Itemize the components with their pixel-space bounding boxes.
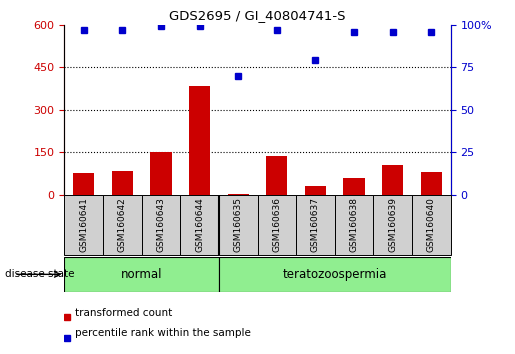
Bar — [150, 152, 171, 195]
Text: GSM160635: GSM160635 — [234, 197, 243, 252]
Text: GSM160637: GSM160637 — [311, 197, 320, 252]
Bar — [112, 171, 133, 195]
Text: GSM160641: GSM160641 — [79, 197, 88, 252]
Text: transformed count: transformed count — [75, 308, 172, 318]
Text: percentile rank within the sample: percentile rank within the sample — [75, 328, 251, 338]
Bar — [421, 172, 442, 195]
Bar — [64, 195, 103, 255]
Bar — [189, 86, 210, 195]
Bar — [296, 195, 335, 255]
Title: GDS2695 / GI_40804741-S: GDS2695 / GI_40804741-S — [169, 9, 346, 22]
Bar — [335, 195, 373, 255]
Text: normal: normal — [121, 268, 162, 281]
Text: GSM160643: GSM160643 — [157, 197, 165, 252]
Bar — [180, 195, 219, 255]
Text: GSM160642: GSM160642 — [118, 198, 127, 252]
Bar — [412, 195, 451, 255]
Bar — [219, 195, 258, 255]
Text: GSM160639: GSM160639 — [388, 197, 397, 252]
Bar — [228, 194, 249, 195]
Text: disease state: disease state — [5, 269, 75, 279]
Text: GSM160636: GSM160636 — [272, 197, 281, 252]
Bar — [103, 195, 142, 255]
Bar — [142, 195, 180, 255]
Text: GSM160640: GSM160640 — [427, 197, 436, 252]
Bar — [219, 257, 451, 292]
Bar — [258, 195, 296, 255]
Bar — [373, 195, 412, 255]
Bar — [73, 173, 94, 195]
Bar — [266, 156, 287, 195]
Text: GSM160644: GSM160644 — [195, 198, 204, 252]
Bar — [64, 257, 219, 292]
Bar — [344, 178, 365, 195]
Text: teratozoospermia: teratozoospermia — [283, 268, 387, 281]
Bar — [305, 186, 326, 195]
Bar — [382, 165, 403, 195]
Text: GSM160638: GSM160638 — [350, 197, 358, 252]
